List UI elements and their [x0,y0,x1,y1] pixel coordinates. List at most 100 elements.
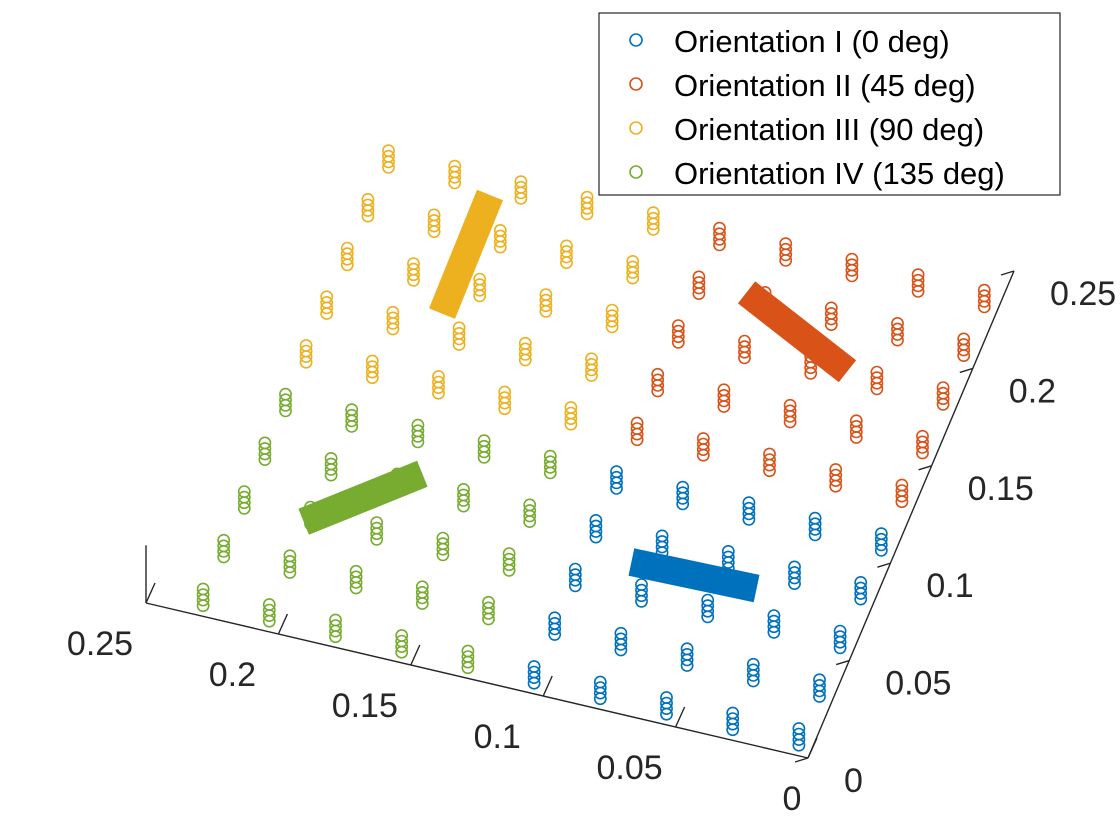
x-tick-mark [145,582,156,604]
data-point-series-3 [514,175,528,189]
data-point-series-4 [345,408,359,422]
legend-label-2: Orientation II (45 deg) [674,68,976,103]
data-point-series-4 [237,485,251,498]
data-point-series-3 [407,257,420,270]
data-point-series-4 [283,555,297,568]
sensor-bar-series-4 [298,460,428,535]
data-point-series-2 [849,419,863,433]
data-point-series-3 [560,239,573,253]
data-point-series-3 [386,311,400,325]
data-point-series-1 [635,578,648,591]
data-point-series-3 [605,303,619,317]
data-point-series-2 [692,270,706,284]
data-point-series-4 [395,629,409,642]
data-point-series-1 [548,617,562,630]
data-point-series-1 [568,562,582,576]
data-point-series-2 [763,447,776,461]
data-point-series-2 [783,404,797,418]
data-point-series-1 [874,532,888,546]
data-point-series-1 [548,611,562,625]
legend-marker-4 [629,165,643,179]
data-point-series-2 [671,319,685,332]
x-tick-label: 0.2 [209,656,256,694]
data-point-series-4 [415,580,429,594]
data-point-series-4 [258,436,272,450]
legend-box [598,12,1061,196]
data-point-series-2 [824,301,838,315]
legend-entry-2: Orientation II (45 deg) [629,68,976,103]
data-point-series-3 [320,290,334,304]
data-point-series-4 [543,455,557,469]
data-point-series-2 [783,398,797,412]
data-point-series-2 [829,463,843,476]
x-tick-mark [542,675,553,697]
x-tick-mark [674,706,686,728]
y-axis-line [807,270,1015,759]
data-point-series-4 [345,403,359,417]
data-point-series-1 [746,657,760,671]
data-point-series-2 [870,371,884,385]
data-point-series-1 [635,583,648,597]
data-point-series-2 [713,221,726,235]
legend-marker-2 [629,77,643,91]
data-point-series-3 [448,165,462,179]
data-point-series-3 [539,288,553,301]
data-point-series-4 [349,564,363,578]
data-point-series-3 [473,278,487,292]
data-point-series-2 [671,324,685,338]
data-point-series-1 [610,465,623,479]
data-point-series-4 [477,439,491,453]
data-point-series-2 [845,252,859,266]
data-point-series-2 [829,468,843,482]
x-tick-label: 0.15 [332,687,398,725]
data-point-series-2 [936,386,950,400]
data-point-series-1 [813,673,826,687]
data-point-series-2 [630,422,644,435]
y-tick-mark [959,367,974,374]
data-point-series-3 [518,336,532,350]
data-point-series-3 [432,370,445,383]
data-point-series-4 [329,613,342,627]
data-point-series-4 [258,442,272,455]
legend-entry-4: Orientation IV (135 deg) [629,156,1005,191]
data-point-series-3 [580,196,594,210]
data-point-series-4 [436,531,450,545]
data-point-series-3 [605,309,619,323]
data-point-series-3 [493,229,507,243]
data-point-series-2 [936,381,950,394]
data-point-series-2 [957,332,971,346]
data-point-series-4 [349,570,363,584]
data-point-series-2 [977,283,991,297]
data-point-series-2 [824,307,838,320]
data-point-series-1 [721,545,735,558]
sensor-bar-series-2 [737,281,857,383]
data-point-series-4 [395,634,409,648]
data-point-series-3 [320,295,334,309]
data-point-series-1 [527,665,541,679]
data-point-series-2 [957,338,971,351]
sensor-bar-series-1 [628,548,760,603]
legend: Orientation I (0 deg) Orientation II (45… [598,12,1061,196]
data-point-series-4 [461,650,475,663]
data-point-series-3 [340,247,354,261]
data-point-series-1 [660,691,673,704]
data-point-series-4 [262,603,276,617]
y-tick-mark [918,465,932,471]
data-point-series-1 [813,679,826,692]
data-point-series-4 [370,521,384,535]
data-point-series-1 [767,614,781,628]
data-point-series-3 [646,206,660,220]
data-point-series-1 [792,727,806,741]
data-point-series-4 [523,504,537,517]
x-tick-mark [277,613,289,635]
data-point-series-1 [742,496,756,510]
data-point-series-3 [498,385,512,399]
data-point-series-1 [589,519,603,533]
data-point-series-3 [407,262,420,276]
data-point-series-2 [696,432,710,445]
data-point-series-2 [763,453,776,466]
data-point-series-1 [676,480,690,494]
x-tick-label: 0.1 [474,718,521,756]
data-point-series-3 [498,391,512,404]
data-point-series-4 [411,424,425,438]
